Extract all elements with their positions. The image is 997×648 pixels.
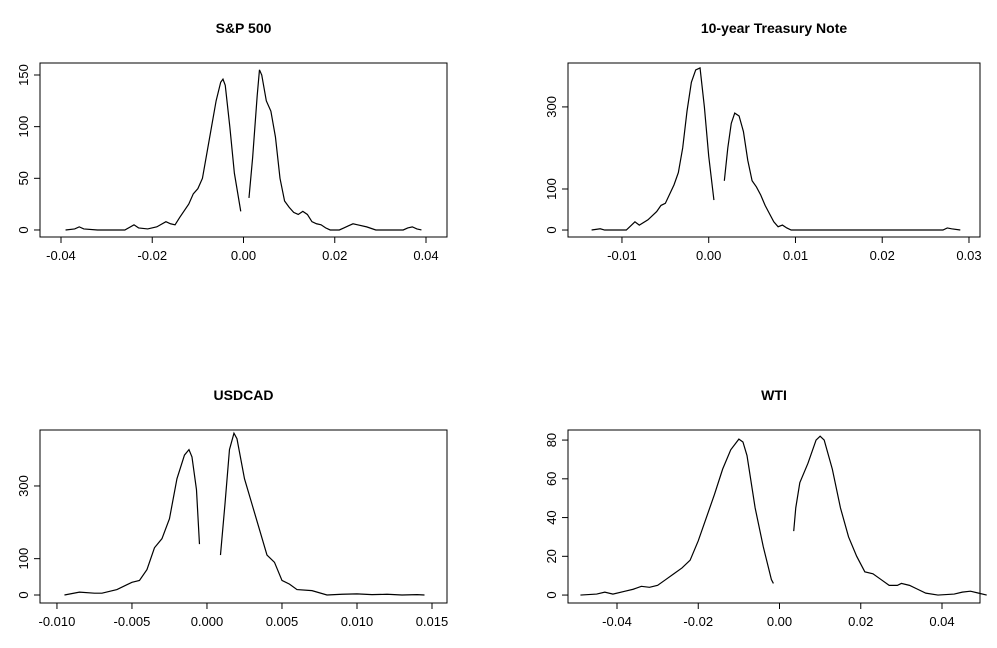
x-tick-label: -0.04 — [602, 614, 632, 629]
plot-box — [567, 62, 981, 238]
y-tick-label: 0 — [16, 591, 31, 598]
y-tick-label: 150 — [16, 64, 31, 86]
x-tick-label: -0.02 — [683, 614, 713, 629]
x-tick-label: 0.00 — [696, 248, 721, 263]
x-tick-label: 0.02 — [848, 614, 873, 629]
x-tick-label: -0.04 — [46, 248, 76, 263]
y-tick-label: 100 — [16, 116, 31, 138]
y-tick-label: 300 — [16, 475, 31, 497]
panel-title: S&P 500 — [216, 20, 272, 36]
density-line — [580, 435, 987, 596]
x-tick-label: -0.01 — [607, 248, 637, 263]
y-tick-label: 80 — [544, 433, 559, 447]
x-tick-label: 0.00 — [767, 614, 792, 629]
density-line — [64, 431, 425, 596]
plot-box — [39, 429, 448, 604]
y-tick-label: 300 — [544, 96, 559, 118]
panel-title: WTI — [761, 387, 787, 403]
x-tick-label: 0.01 — [783, 248, 808, 263]
x-tick-label: 0.000 — [191, 614, 224, 629]
y-tick-label: 50 — [16, 171, 31, 185]
x-tick-label: 0.005 — [266, 614, 299, 629]
x-tick-label: 0.015 — [416, 614, 449, 629]
x-tick-label: 0.04 — [413, 248, 438, 263]
y-tick-label: 100 — [16, 548, 31, 570]
y-tick-label: 0 — [544, 226, 559, 233]
x-tick-label: 0.04 — [929, 614, 954, 629]
plot-box — [567, 429, 981, 604]
panel: WTI -0.04 -0.02 0.00 0.02 0.04 0 20 40 60 80 — [544, 387, 987, 629]
plot-box — [39, 62, 448, 238]
x-tick-label: 0.03 — [956, 248, 981, 263]
x-tick-label: 0.00 — [231, 248, 256, 263]
y-tick-label: 40 — [544, 510, 559, 524]
y-tick-label: 0 — [544, 591, 559, 598]
density-line — [591, 67, 961, 231]
x-tick-label: 0.010 — [341, 614, 374, 629]
x-tick-label: 0.02 — [870, 248, 895, 263]
density-line — [65, 69, 422, 231]
panel: 10-year Treasury Note -0.01 0.00 0.01 0.02 0.… — [544, 20, 982, 263]
x-tick-label: -0.010 — [39, 614, 76, 629]
x-tick-label: 0.02 — [322, 248, 347, 263]
y-tick-label: 100 — [544, 178, 559, 200]
panel-title: USDCAD — [214, 387, 274, 403]
x-tick-label: -0.005 — [114, 614, 151, 629]
y-tick-label: 0 — [16, 226, 31, 233]
panel: USDCAD -0.010 -0.005 0.000 0.005 0.010 0.015 0 1… — [16, 387, 448, 629]
x-tick-label: -0.02 — [137, 248, 167, 263]
panel: S&P 500 -0.04 -0.02 0.00 0.02 0.04 0 50 100 150 — [16, 20, 448, 263]
y-tick-label: 20 — [544, 549, 559, 563]
panel-title: 10-year Treasury Note — [701, 20, 848, 36]
y-tick-label: 60 — [544, 472, 559, 486]
